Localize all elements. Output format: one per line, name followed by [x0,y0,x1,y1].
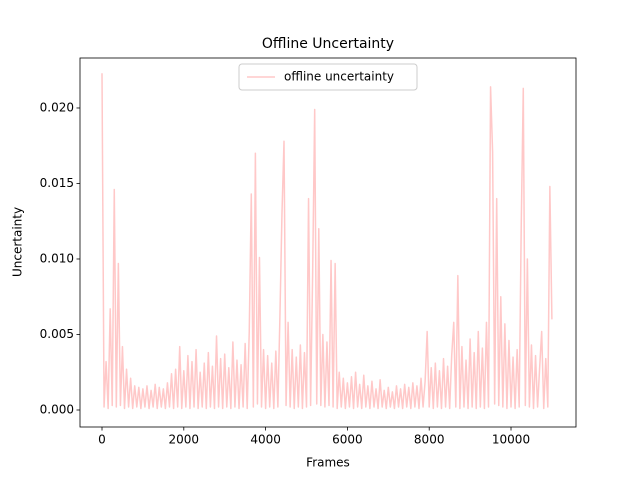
x-tick-label: 0 [98,433,106,447]
x-tick-label: 2000 [169,433,200,447]
x-tick-label: 6000 [332,433,363,447]
x-tick-label: 10000 [492,433,530,447]
legend-label: offline uncertainty [284,70,394,84]
y-tick-label: 0.015 [40,176,74,190]
y-axis-label: Uncertainty [11,207,25,277]
chart-title: Offline Uncertainty [262,36,394,52]
plot-frame [79,57,577,428]
y-tick-label: 0.005 [40,327,74,341]
x-tick-label: 4000 [250,433,281,447]
data-line [101,73,553,410]
y-tick-label: 0.000 [40,402,74,416]
y-tick-label: 0.020 [40,100,74,114]
x-tick-label: 8000 [414,433,445,447]
x-axis-label: Frames [306,456,350,470]
y-tick-label: 0.010 [40,251,74,265]
legend-box [238,63,418,91]
